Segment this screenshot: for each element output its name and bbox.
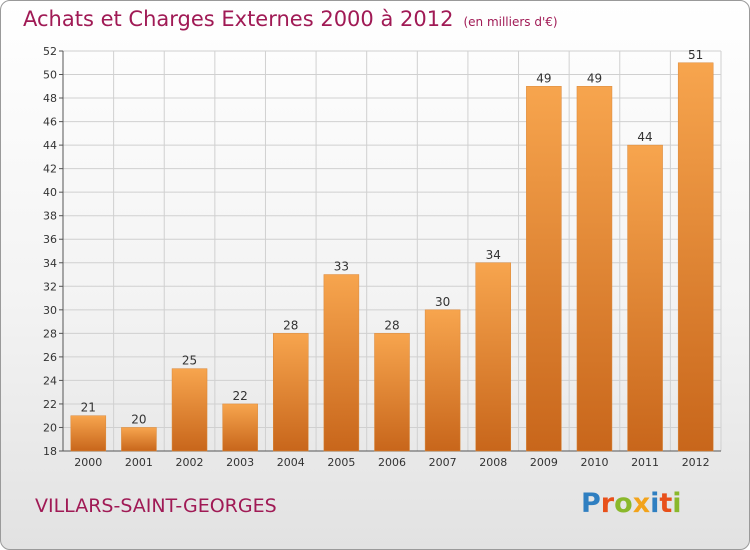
y-tick-label: 46 [43, 116, 57, 129]
bar-2004 [273, 333, 309, 452]
bar-2002 [171, 368, 208, 452]
y-tick-label: 42 [43, 163, 57, 176]
y-tick-label: 28 [43, 327, 57, 340]
y-tick-label: 34 [43, 257, 57, 270]
value-label-2010: 49 [587, 71, 602, 85]
y-tick-label: 26 [43, 351, 57, 364]
x-tick-label-2002: 2002 [176, 456, 204, 469]
bar-2006 [374, 333, 410, 452]
x-tick-label-2001: 2001 [125, 456, 153, 469]
value-label-2012: 51 [688, 48, 703, 62]
value-label-2003: 22 [233, 389, 248, 403]
value-label-2005: 33 [334, 260, 349, 274]
x-tick-label-2003: 2003 [226, 456, 254, 469]
bar-2007 [424, 309, 461, 452]
y-tick-label: 20 [43, 421, 57, 434]
y-tick-label: 40 [43, 186, 57, 199]
chart-title-text: Achats et Charges Externes 2000 à 2012 [23, 7, 454, 31]
y-tick-label: 48 [43, 92, 57, 105]
x-tick-label-2000: 2000 [74, 456, 102, 469]
value-label-2000: 21 [81, 401, 96, 415]
value-label-2004: 28 [283, 318, 298, 332]
logo-letter: i [672, 488, 682, 519]
value-label-2011: 44 [637, 130, 652, 144]
value-label-2008: 34 [486, 248, 501, 262]
y-tick-label: 32 [43, 280, 57, 293]
bar-2012 [677, 62, 714, 452]
bar-2008 [475, 262, 511, 452]
y-tick-label: 18 [43, 445, 57, 458]
y-tick-label: 52 [43, 45, 57, 58]
labels: 18 20 22 24 26 28 30 32 34 36 38 40 42 44 46 48 50 52 21 20… [43, 45, 710, 469]
logo-letter: t [659, 488, 673, 519]
logo-letter: i [650, 488, 660, 519]
y-tick-label: 38 [43, 210, 57, 223]
bars [70, 62, 714, 452]
bar-2005 [323, 274, 360, 452]
x-tick-label-2012: 2012 [682, 456, 710, 469]
x-tick-label-2006: 2006 [378, 456, 406, 469]
proxiti-logo: Proxiti [581, 488, 682, 519]
value-label-2002: 25 [182, 354, 197, 368]
x-tick-label-2011: 2011 [631, 456, 659, 469]
chart-unit: (en milliers d'€) [463, 15, 558, 29]
y-tick-label: 44 [43, 139, 57, 152]
bar-2001 [121, 427, 157, 452]
value-label-2009: 49 [536, 71, 551, 85]
logo-letter: P [581, 488, 601, 519]
x-tick-label-2008: 2008 [479, 456, 507, 469]
logo-letter: x [632, 488, 651, 519]
value-label-2006: 28 [384, 318, 399, 332]
value-label-2001: 20 [131, 412, 146, 426]
bar-2010 [576, 86, 613, 452]
logo-letter: o [614, 488, 633, 519]
x-tick-label-2004: 2004 [277, 456, 305, 469]
x-tick-label-2005: 2005 [327, 456, 355, 469]
y-tick-label: 24 [43, 374, 57, 387]
bar-2003 [222, 403, 258, 452]
logo-letter: r [600, 488, 615, 519]
y-tick-label: 36 [43, 233, 57, 246]
chart-title: Achats et Charges Externes 2000 à 2012 (e… [23, 7, 558, 31]
bar-2000 [70, 415, 107, 452]
commune-name: VILLARS-SAINT-GEORGES [35, 495, 277, 517]
x-tick-label-2009: 2009 [530, 456, 558, 469]
x-tick-label-2010: 2010 [580, 456, 608, 469]
y-tick-label: 50 [43, 69, 57, 82]
x-tick-label-2007: 2007 [429, 456, 457, 469]
y-tick-label: 22 [43, 398, 57, 411]
bar-2009 [526, 86, 562, 452]
value-label-2007: 30 [435, 295, 450, 309]
y-tick-label: 30 [43, 304, 57, 317]
bar-2011 [627, 144, 663, 452]
